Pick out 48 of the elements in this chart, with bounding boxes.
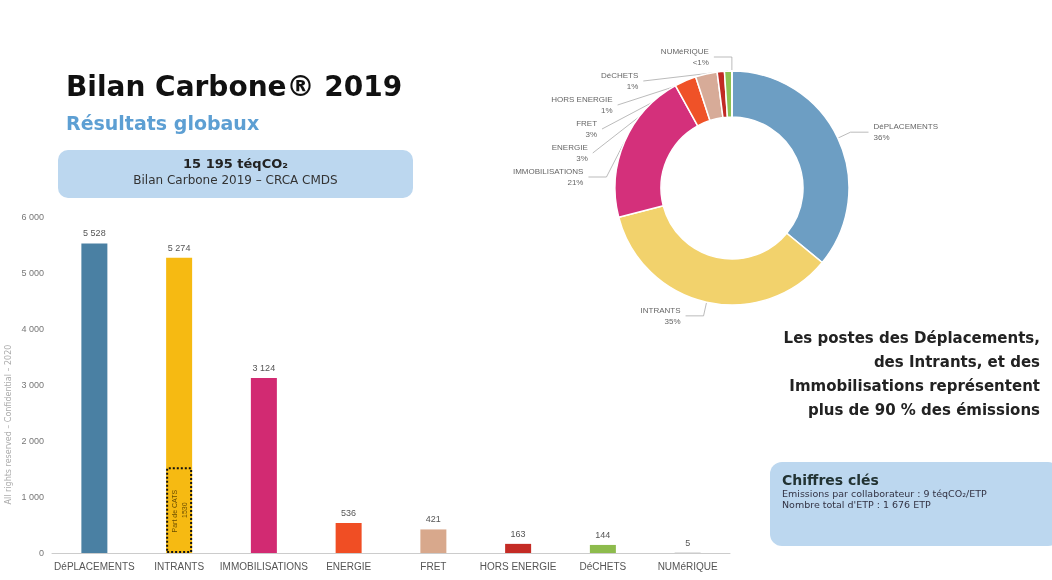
slice-label: FRET bbox=[576, 119, 598, 128]
y-tick-label: 4 000 bbox=[21, 324, 44, 334]
y-tick-label: 3 000 bbox=[21, 380, 44, 390]
x-tick-label: IMMOBILISATIONS bbox=[219, 560, 309, 572]
slice-label: IMMOBILISATIONS bbox=[512, 167, 584, 176]
text: Nombre total d'ETP : 1 676 ETP bbox=[782, 499, 932, 510]
data-label: 144 bbox=[595, 529, 611, 540]
x-tick-label: DéCHETS bbox=[579, 560, 627, 572]
data-label: 3% bbox=[585, 130, 598, 139]
data-label: 35% bbox=[664, 316, 681, 326]
data-label: 536 bbox=[341, 507, 357, 518]
x-tick-label: NUMéRIQUE bbox=[657, 560, 718, 572]
text: All rights reserved – Confidential – 2020 bbox=[3, 343, 13, 507]
text: Emissions par collaborateur : 9 téqCO₂/ETP bbox=[782, 488, 988, 499]
x-tick-label: FRET bbox=[420, 560, 447, 572]
y-tick-label: 2 000 bbox=[21, 436, 44, 446]
text: Les postes des Déplacements, des Intrants, et des Immobilisations représentent plus de 90 % des émissions bbox=[782, 328, 1040, 421]
y-tick-label: 0 bbox=[38, 548, 44, 558]
slice-label: DéCHETS bbox=[600, 71, 639, 80]
data-label: 3% bbox=[576, 154, 588, 163]
data-label: 5 274 bbox=[167, 242, 191, 253]
slice-label: DéPLACEMENTS bbox=[873, 122, 938, 132]
slice-label: NUMéRIQUE bbox=[660, 47, 709, 56]
y-tick-label: 1 000 bbox=[21, 492, 44, 502]
chart-title: Bilan Carbone® 2019 bbox=[66, 70, 403, 103]
data-label: <1% bbox=[692, 58, 709, 67]
data-label: 3 124 bbox=[252, 363, 276, 374]
y-tick-label: 6 000 bbox=[21, 212, 44, 222]
data-label: 421 bbox=[425, 514, 441, 525]
data-label: 163 bbox=[510, 528, 526, 539]
chart-subtitle: Résultats globaux bbox=[66, 112, 260, 134]
text: 15 195 téqCO₂ bbox=[182, 155, 289, 171]
data-label: 36% bbox=[873, 133, 890, 143]
slice-label: INTRANTS bbox=[640, 305, 681, 315]
x-tick-label: DéPLACEMENTS bbox=[54, 560, 135, 572]
text: Chiffres clés bbox=[782, 472, 880, 488]
text: Bilan Carbone 2019 – CRCA CMDS bbox=[132, 173, 339, 187]
x-tick-label: ENERGIE bbox=[326, 560, 372, 572]
slice-label: HORS ENERGIE bbox=[551, 95, 613, 104]
data-label: 1% bbox=[626, 82, 639, 91]
data-label: 1% bbox=[601, 106, 613, 115]
data-label: 5 bbox=[685, 537, 691, 548]
data-label: 5 528 bbox=[83, 228, 106, 239]
slice-label: ENERGIE bbox=[551, 143, 588, 152]
y-tick-label: 5 000 bbox=[21, 268, 44, 278]
x-tick-label: HORS ENERGIE bbox=[479, 560, 557, 572]
x-tick-label: INTRANTS bbox=[154, 560, 205, 572]
data-label: 21% bbox=[567, 178, 584, 187]
